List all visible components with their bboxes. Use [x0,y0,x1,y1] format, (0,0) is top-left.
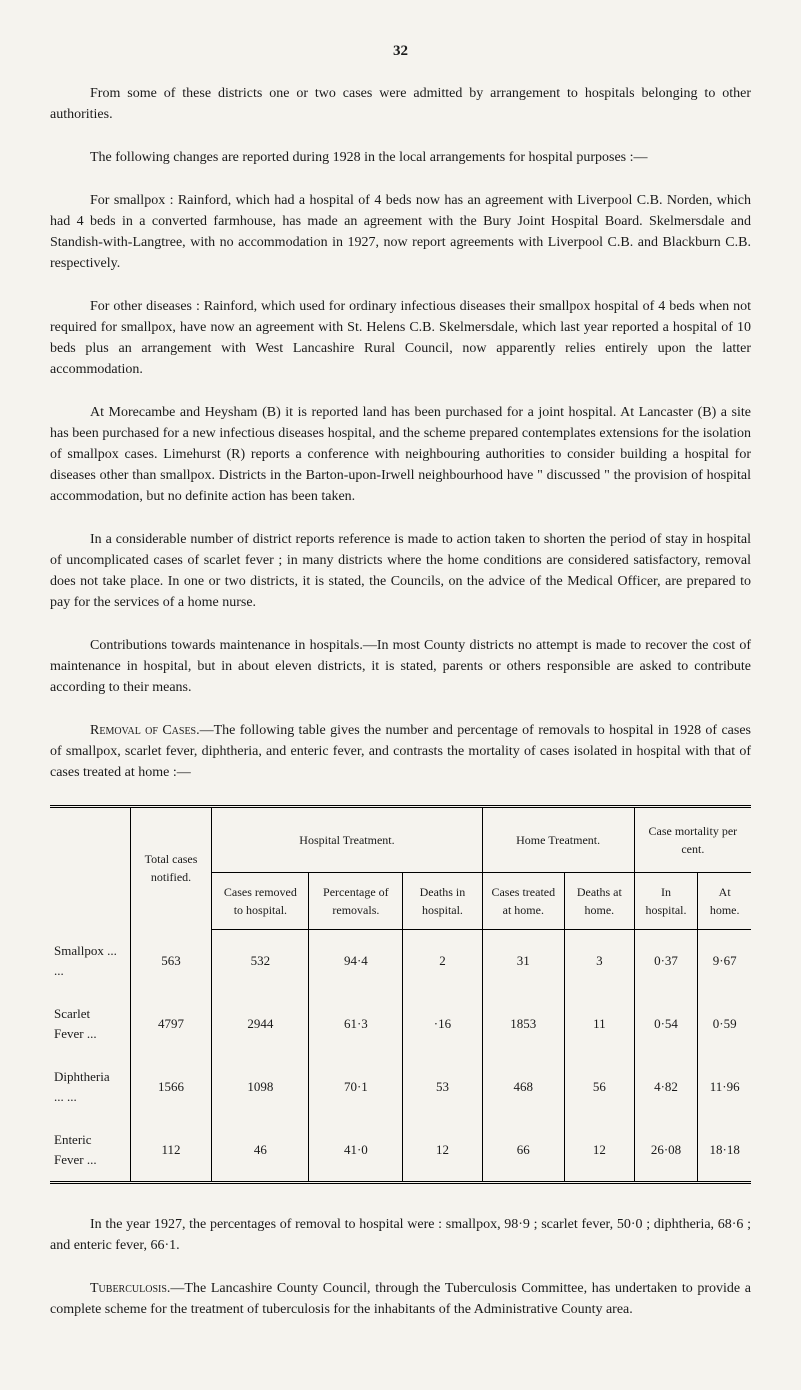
cell-cases-home: 468 [482,1055,564,1118]
cell-mort-home: 0·59 [698,992,751,1055]
table-row: Diphtheria ... ... 1566 1098 70·1 53 468… [50,1055,751,1118]
paragraph-9: In the year 1927, the percentages of rem… [50,1214,751,1256]
cell-mort-h: 26·08 [634,1118,698,1183]
cell-cases-home: 1853 [482,992,564,1055]
removal-table: Total cases notified. Hospital Treatment… [50,805,751,1185]
col-group-home: Home Treatment. [482,806,634,872]
col-cases-home: Cases treated at home. [482,872,564,929]
paragraph-3: For smallpox : Rainford, which had a hos… [50,190,751,274]
cell-total: 1566 [130,1055,212,1118]
cell-removed: 1098 [212,1055,309,1118]
col-group-mortality: Case mortality per cent. [634,806,751,872]
cell-removed: 2944 [212,992,309,1055]
row-label: Diphtheria ... ... [50,1055,130,1118]
paragraph-1: From some of these districts one or two … [50,83,751,125]
table-row: Enteric Fever ... 112 46 41·0 12 66 12 2… [50,1118,751,1183]
table-row: Scarlet Fever ... 4797 2944 61·3 ·16 185… [50,992,751,1055]
cell-deaths-h: 53 [403,1055,482,1118]
col-mort-h: In hospital. [634,872,698,929]
paragraph-8: Removal of Cases.—The following table gi… [50,720,751,783]
cell-removed: 532 [212,929,309,992]
cell-mort-h: 0·37 [634,929,698,992]
col-pct: Per­centage of removals. [309,872,403,929]
cell-mort-h: 4·82 [634,1055,698,1118]
cell-mort-h: 0·54 [634,992,698,1055]
paragraph-4: For other diseases : Rainford, which use… [50,296,751,380]
cell-total: 112 [130,1118,212,1183]
cell-deaths-home: 11 [565,992,635,1055]
cell-deaths-h: 2 [403,929,482,992]
paragraph-5: At Morecambe and Heysham (B) it is repor… [50,402,751,507]
col-deaths-h: Deaths in hospital. [403,872,482,929]
row-label: Smallpox ... ... [50,929,130,992]
cell-pct: 41·0 [309,1118,403,1183]
cell-mort-home: 18·18 [698,1118,751,1183]
cell-total: 4797 [130,992,212,1055]
tuberculosis-title: Tuberculosis. [90,1281,170,1296]
row-label: Scarlet Fever ... [50,992,130,1055]
cell-deaths-h: 12 [403,1118,482,1183]
paragraph-2: The following changes are reported durin… [50,147,751,168]
paragraph-6: In a considerable number of district rep… [50,529,751,613]
col-group-hospital: Hospital Treatment. [212,806,482,872]
page-number: 32 [50,40,751,63]
cell-mort-home: 9·67 [698,929,751,992]
cell-deaths-h: ·16 [403,992,482,1055]
paragraph-7: Contributions towards maintenance in hos… [50,635,751,698]
removal-title: Removal of Cases. [90,723,200,738]
cell-pct: 70·1 [309,1055,403,1118]
cell-cases-home: 66 [482,1118,564,1183]
cell-pct: 94·4 [309,929,403,992]
col-total: Total cases notified. [130,806,212,929]
paragraph-10: Tuberculosis.—The Lancashire County Coun… [50,1278,751,1320]
col-deaths-home: Deaths at home. [565,872,635,929]
row-label: Enteric Fever ... [50,1118,130,1183]
cell-deaths-home: 3 [565,929,635,992]
cell-removed: 46 [212,1118,309,1183]
col-mort-home: At home. [698,872,751,929]
col-removed: Cases removed to hospital. [212,872,309,929]
cell-mort-home: 11·96 [698,1055,751,1118]
cell-total: 563 [130,929,212,992]
table-row: Smallpox ... ... 563 532 94·4 2 31 3 0·3… [50,929,751,992]
cell-pct: 61·3 [309,992,403,1055]
cell-deaths-home: 56 [565,1055,635,1118]
cell-cases-home: 31 [482,929,564,992]
cell-deaths-home: 12 [565,1118,635,1183]
